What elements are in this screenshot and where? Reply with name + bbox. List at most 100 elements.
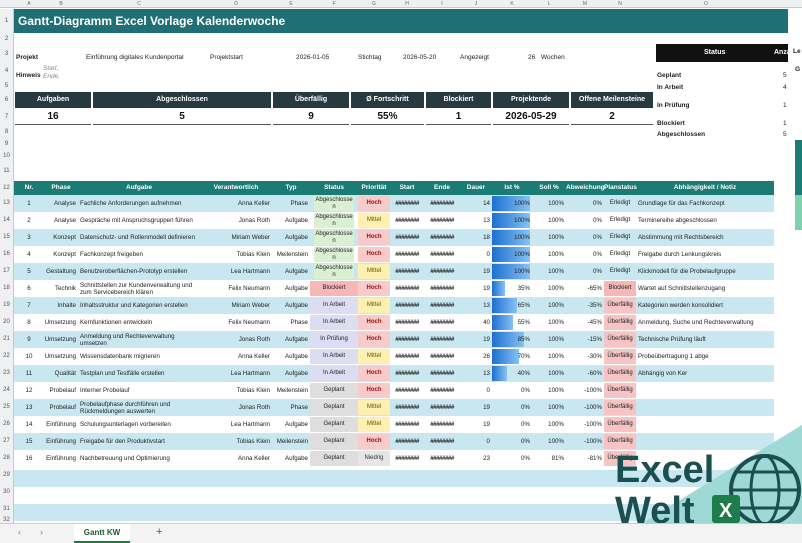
cell-dauer[interactable]: 14 — [483, 200, 490, 207]
cell-abw[interactable]: -100% — [584, 404, 602, 411]
row-header[interactable]: 11 — [0, 162, 14, 181]
table-row[interactable]: 8 Umsetzung Kernfunktionen entwickeln Felix… — [14, 314, 774, 331]
row-header[interactable]: 6 — [0, 92, 14, 109]
cell-ende[interactable]: ######## — [430, 217, 454, 224]
cell-note[interactable]: Wartet auf Schnittstellenzugang — [638, 285, 726, 292]
cell-typ[interactable]: Meilenstein — [276, 438, 308, 445]
cell-prio[interactable]: Hoch — [358, 365, 390, 382]
cell-status[interactable]: In Arbeit — [310, 297, 358, 314]
cell-status[interactable]: Abgeschlossen — [310, 263, 358, 280]
tab-gantt-kw[interactable]: Gantt KW — [74, 524, 130, 543]
row-header[interactable]: 21 — [0, 331, 14, 348]
cell-plan[interactable]: Erledigt — [604, 263, 636, 280]
cell-nr[interactable]: 7 — [27, 302, 31, 309]
column-header-h[interactable]: H — [405, 1, 409, 7]
cell-nr[interactable]: 3 — [27, 234, 31, 241]
cell-dauer[interactable]: 0 — [486, 251, 490, 258]
cell-nr[interactable]: 14 — [25, 421, 33, 428]
cell-ist[interactable]: 85% — [492, 331, 532, 348]
cell-phase[interactable]: Probelauf — [49, 404, 77, 411]
cell-task[interactable]: Nachbetreuung und Optimierung — [80, 455, 170, 462]
cell-soll[interactable]: 100% — [548, 251, 564, 258]
table-row[interactable]: 7 Inhalte Inhaltsstruktur und Kategorien e… — [14, 297, 774, 314]
cell-ist[interactable]: 65% — [492, 297, 532, 314]
table-header-cell[interactable]: Abhängigkeit / Notiz — [673, 184, 737, 191]
column-header-e[interactable]: E — [289, 1, 293, 7]
row-header[interactable]: 27 — [0, 433, 14, 450]
cell-note[interactable]: Termine­reihe abgeschlossen — [638, 217, 717, 224]
cell-status[interactable]: Geplant — [310, 399, 358, 416]
cell-plan[interactable]: Überfällig — [604, 348, 636, 365]
cell-status[interactable]: Geplant — [310, 433, 358, 450]
cell-abw[interactable]: -30% — [587, 353, 602, 360]
cell-phase[interactable]: Probelauf — [49, 387, 77, 394]
table-row[interactable]: 2 Analyse Gespräche mit Anspruchsgruppen f… — [14, 212, 774, 229]
column-header-i[interactable]: I — [441, 1, 443, 7]
cell-prio[interactable]: Hoch — [358, 246, 390, 263]
cell-prio[interactable]: Hoch — [358, 382, 390, 399]
cell-typ[interactable]: Aufgabe — [284, 455, 308, 462]
cell-task[interactable]: Inhaltsstruktur und Kategorien erstellen — [80, 302, 188, 309]
cell-status[interactable]: Abgeschlossen — [310, 246, 358, 263]
cell-ist[interactable]: 35% — [492, 280, 532, 297]
cell-ist[interactable]: 55% — [492, 314, 532, 331]
cell-ende[interactable]: ######## — [430, 234, 454, 241]
cell-typ[interactable]: Phase — [290, 319, 308, 326]
cell-dauer[interactable]: 19 — [483, 421, 490, 428]
cell-nr[interactable]: 6 — [27, 285, 31, 292]
cell-prio[interactable]: Hoch — [358, 331, 390, 348]
cell-nr[interactable]: 4 — [27, 251, 31, 258]
cell-ende[interactable]: ######## — [430, 285, 454, 292]
cell-owner[interactable]: Jonas Roth — [238, 404, 270, 411]
table-row[interactable]: 10 Umsetzung Wissensdatenbank migrieren Ann… — [14, 348, 774, 365]
cell-phase[interactable]: Analyse — [53, 217, 76, 224]
table-row[interactable]: 13 Probelauf Probelaufphase durchführen un… — [14, 399, 774, 416]
cell-ist[interactable]: 40% — [492, 365, 532, 382]
cell-owner[interactable]: Anna Keller — [238, 353, 270, 360]
row-header[interactable]: 26 — [0, 416, 14, 433]
cell-note[interactable]: Anmeldung, Suche und Rechteverwaltung — [638, 319, 754, 326]
cell-soll[interactable]: 100% — [548, 285, 564, 292]
cell-ist[interactable]: 100% — [492, 263, 532, 280]
cell-prio[interactable]: Hoch — [358, 280, 390, 297]
row-header[interactable]: 12 — [0, 181, 14, 195]
row-header[interactable]: 1 — [0, 9, 14, 33]
cell-typ[interactable]: Phase — [290, 404, 308, 411]
cell-soll[interactable]: 100% — [548, 302, 564, 309]
cell-abw[interactable]: -100% — [584, 421, 602, 428]
cell-prio[interactable]: Mittel — [358, 348, 390, 365]
column-header-j[interactable]: J — [474, 1, 478, 7]
cell-start[interactable]: ######## — [395, 217, 419, 224]
cell-ist[interactable]: 100% — [492, 195, 532, 212]
cell-phase[interactable]: Einführung — [46, 438, 76, 445]
cell-start[interactable]: ######## — [395, 336, 419, 343]
row-header[interactable]: 9 — [0, 138, 14, 150]
cell-phase[interactable]: Inhalte — [57, 302, 76, 309]
cell-typ[interactable]: Aufgabe — [284, 421, 308, 428]
cell-phase[interactable]: Gestaltung — [46, 268, 76, 275]
cell-status[interactable]: Geplant — [310, 416, 358, 433]
cell-prio[interactable]: Hoch — [358, 314, 390, 331]
row-header[interactable]: 28 — [0, 450, 14, 467]
project-name[interactable]: Einführung digitales Kundenportal — [86, 54, 184, 61]
cell-task[interactable]: Probelaufphase durchführen und Rückmeldu… — [80, 400, 171, 415]
cell-plan[interactable]: Erledigt — [604, 229, 636, 246]
cell-dauer[interactable]: 19 — [483, 268, 490, 275]
cell-prio[interactable]: Niedrig — [358, 450, 390, 467]
table-row[interactable]: 4 Konzept Fachkonzept freigeben Tobias Klei… — [14, 246, 774, 263]
cell-plan[interactable]: Blockiert — [604, 280, 636, 297]
cell-owner[interactable]: Anna Keller — [238, 455, 270, 462]
cell-start[interactable]: ######## — [395, 251, 419, 258]
cell-plan[interactable]: Erledigt — [604, 246, 636, 263]
cell-plan[interactable]: Erledigt — [604, 195, 636, 212]
empty-row-29[interactable] — [14, 470, 774, 487]
cell-start[interactable]: ######## — [395, 404, 419, 411]
cell-ist[interactable]: 70% — [492, 348, 532, 365]
cell-note[interactable]: Abstimmung mit Rechtsbereich — [638, 234, 724, 241]
cell-prio[interactable]: Mittel — [358, 416, 390, 433]
table-row[interactable]: 1 Analyse Fachliche Anforderungen aufnehme… — [14, 195, 774, 212]
cell-dauer[interactable]: 13 — [483, 302, 490, 309]
cell-prio[interactable]: Hoch — [358, 433, 390, 450]
cell-ende[interactable]: ######## — [430, 370, 454, 377]
table-header-cell[interactable]: Status — [324, 184, 344, 191]
